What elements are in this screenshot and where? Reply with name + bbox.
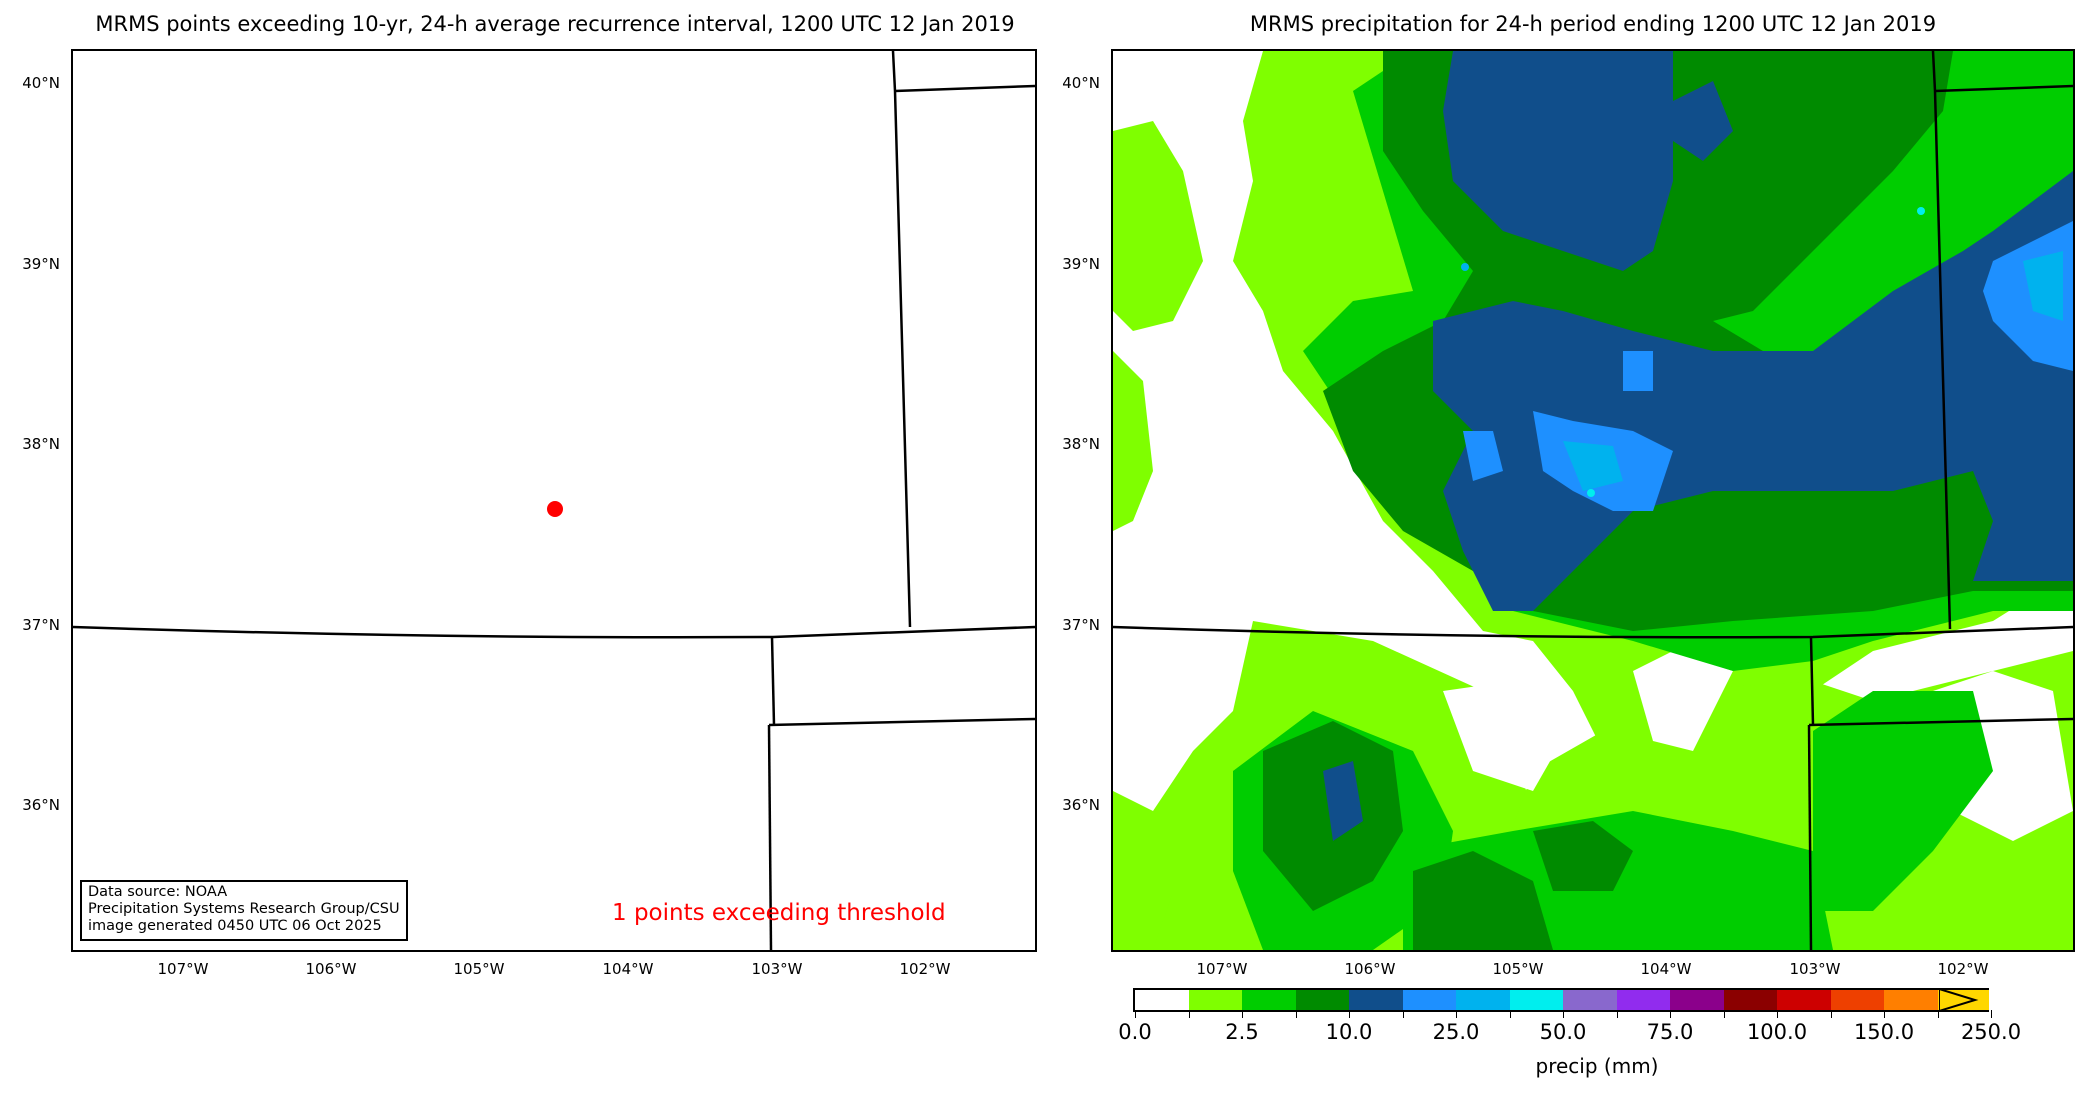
colorbar-segment bbox=[1777, 990, 1831, 1010]
colorbar-tick-label: 100.0 bbox=[1746, 1020, 1808, 1044]
left-lat-label-36: 36°N bbox=[22, 796, 60, 814]
left-panel-title: MRMS points exceeding 10-yr, 24-h averag… bbox=[95, 12, 1015, 36]
colorbar-segment bbox=[1563, 990, 1617, 1010]
data-source-line: Data source: NOAA bbox=[88, 884, 228, 900]
state-borders-left bbox=[73, 51, 1035, 950]
colorbar-segment bbox=[1509, 990, 1563, 1010]
colorbar-label: precip (mm) bbox=[1535, 1054, 1659, 1078]
colorbar-tick bbox=[1616, 1010, 1618, 1018]
colorbar-segment bbox=[1402, 990, 1456, 1010]
colorbar-tick-label: 10.0 bbox=[1325, 1020, 1373, 1044]
colorbar-tick bbox=[1188, 1010, 1190, 1018]
colorbar-segment bbox=[1884, 990, 1938, 1010]
colorbar-tick-label: 50.0 bbox=[1539, 1020, 1587, 1044]
colorbar-tick-label: 150.0 bbox=[1853, 1020, 1915, 1044]
colorbar-segment bbox=[1135, 990, 1189, 1010]
colorbar-segment bbox=[1349, 990, 1403, 1010]
colorbar bbox=[1133, 988, 1989, 1012]
right-lat-label-37: 37°N bbox=[1062, 616, 1100, 634]
right-lon-label-105: 105°W bbox=[1492, 960, 1544, 978]
right-lat-label-39: 39°N bbox=[1062, 255, 1100, 273]
generated-time-line: image generated 0450 UTC 06 Oct 2025 bbox=[88, 918, 382, 934]
precip-contour-map bbox=[1113, 51, 2073, 950]
right-lon-label-103: 103°W bbox=[1789, 960, 1841, 978]
colorbar-segment bbox=[1616, 990, 1670, 1010]
right-lon-label-107: 107°W bbox=[1196, 960, 1248, 978]
colorbar-tick bbox=[1991, 1010, 1992, 1018]
colorbar-tick bbox=[1777, 1010, 1778, 1018]
colorbar-tick bbox=[1937, 1010, 1939, 1018]
right-lon-label-104: 104°W bbox=[1640, 960, 1692, 978]
colorbar-tick bbox=[1135, 1010, 1136, 1018]
colorbar-segment bbox=[1456, 990, 1510, 1010]
colorbar-tick-label: 75.0 bbox=[1646, 1020, 1694, 1044]
colorbar-tick bbox=[1295, 1010, 1297, 1018]
right-lat-label-36: 36°N bbox=[1062, 796, 1100, 814]
left-lon-label-104: 104°W bbox=[602, 960, 654, 978]
left-lon-label-106: 106°W bbox=[305, 960, 357, 978]
left-lon-label-107: 107°W bbox=[157, 960, 209, 978]
colorbar-tick bbox=[1723, 1010, 1725, 1018]
exceedance-point-marker[interactable] bbox=[547, 501, 563, 517]
left-lon-label-103: 103°W bbox=[751, 960, 803, 978]
colorbar-tick bbox=[1670, 1010, 1671, 1018]
colorbar-tick-label: 2.5 bbox=[1225, 1020, 1259, 1044]
colorbar-segment bbox=[1295, 990, 1349, 1010]
right-lon-label-102: 102°W bbox=[1937, 960, 1989, 978]
research-group-line: Precipitation Systems Research Group/CSU bbox=[88, 901, 400, 917]
left-lat-label-37: 37°N bbox=[22, 616, 60, 634]
left-map-panel bbox=[71, 49, 1037, 952]
left-lat-label-40: 40°N bbox=[22, 74, 60, 92]
right-panel-title: MRMS precipitation for 24-h period endin… bbox=[1249, 12, 1937, 36]
left-lon-label-105: 105°W bbox=[453, 960, 505, 978]
colorbar-segment bbox=[1723, 990, 1777, 1010]
colorbar-tick bbox=[1242, 1010, 1243, 1018]
right-lon-label-106: 106°W bbox=[1344, 960, 1396, 978]
right-lat-label-38: 38°N bbox=[1062, 435, 1100, 453]
colorbar-tick bbox=[1509, 1010, 1511, 1018]
exceedance-count-text: 1 points exceeding threshold bbox=[612, 900, 946, 926]
colorbar-tick bbox=[1456, 1010, 1457, 1018]
right-lat-label-40: 40°N bbox=[1062, 74, 1100, 92]
colorbar-tick bbox=[1349, 1010, 1350, 1018]
right-map-panel bbox=[1111, 49, 2075, 952]
colorbar-segment bbox=[1830, 990, 1884, 1010]
colorbar-tick bbox=[1830, 1010, 1832, 1018]
colorbar-tick-label: 250.0 bbox=[1960, 1020, 2022, 1044]
colorbar-tick-label: 0.0 bbox=[1118, 1020, 1152, 1044]
colorbar-extend-arrow bbox=[1939, 988, 1979, 1012]
colorbar-segment bbox=[1188, 990, 1242, 1010]
data-source-box: Data source: NOAA Precipitation Systems … bbox=[80, 880, 408, 941]
colorbar-tick bbox=[1563, 1010, 1564, 1018]
colorbar-tick-label: 25.0 bbox=[1432, 1020, 1480, 1044]
colorbar-segment bbox=[1242, 990, 1296, 1010]
colorbar-tick bbox=[1884, 1010, 1885, 1018]
left-lat-label-38: 38°N bbox=[22, 435, 60, 453]
colorbar-tick bbox=[1402, 1010, 1404, 1018]
left-lon-label-102: 102°W bbox=[899, 960, 951, 978]
colorbar-segment bbox=[1670, 990, 1724, 1010]
left-lat-label-39: 39°N bbox=[22, 255, 60, 273]
